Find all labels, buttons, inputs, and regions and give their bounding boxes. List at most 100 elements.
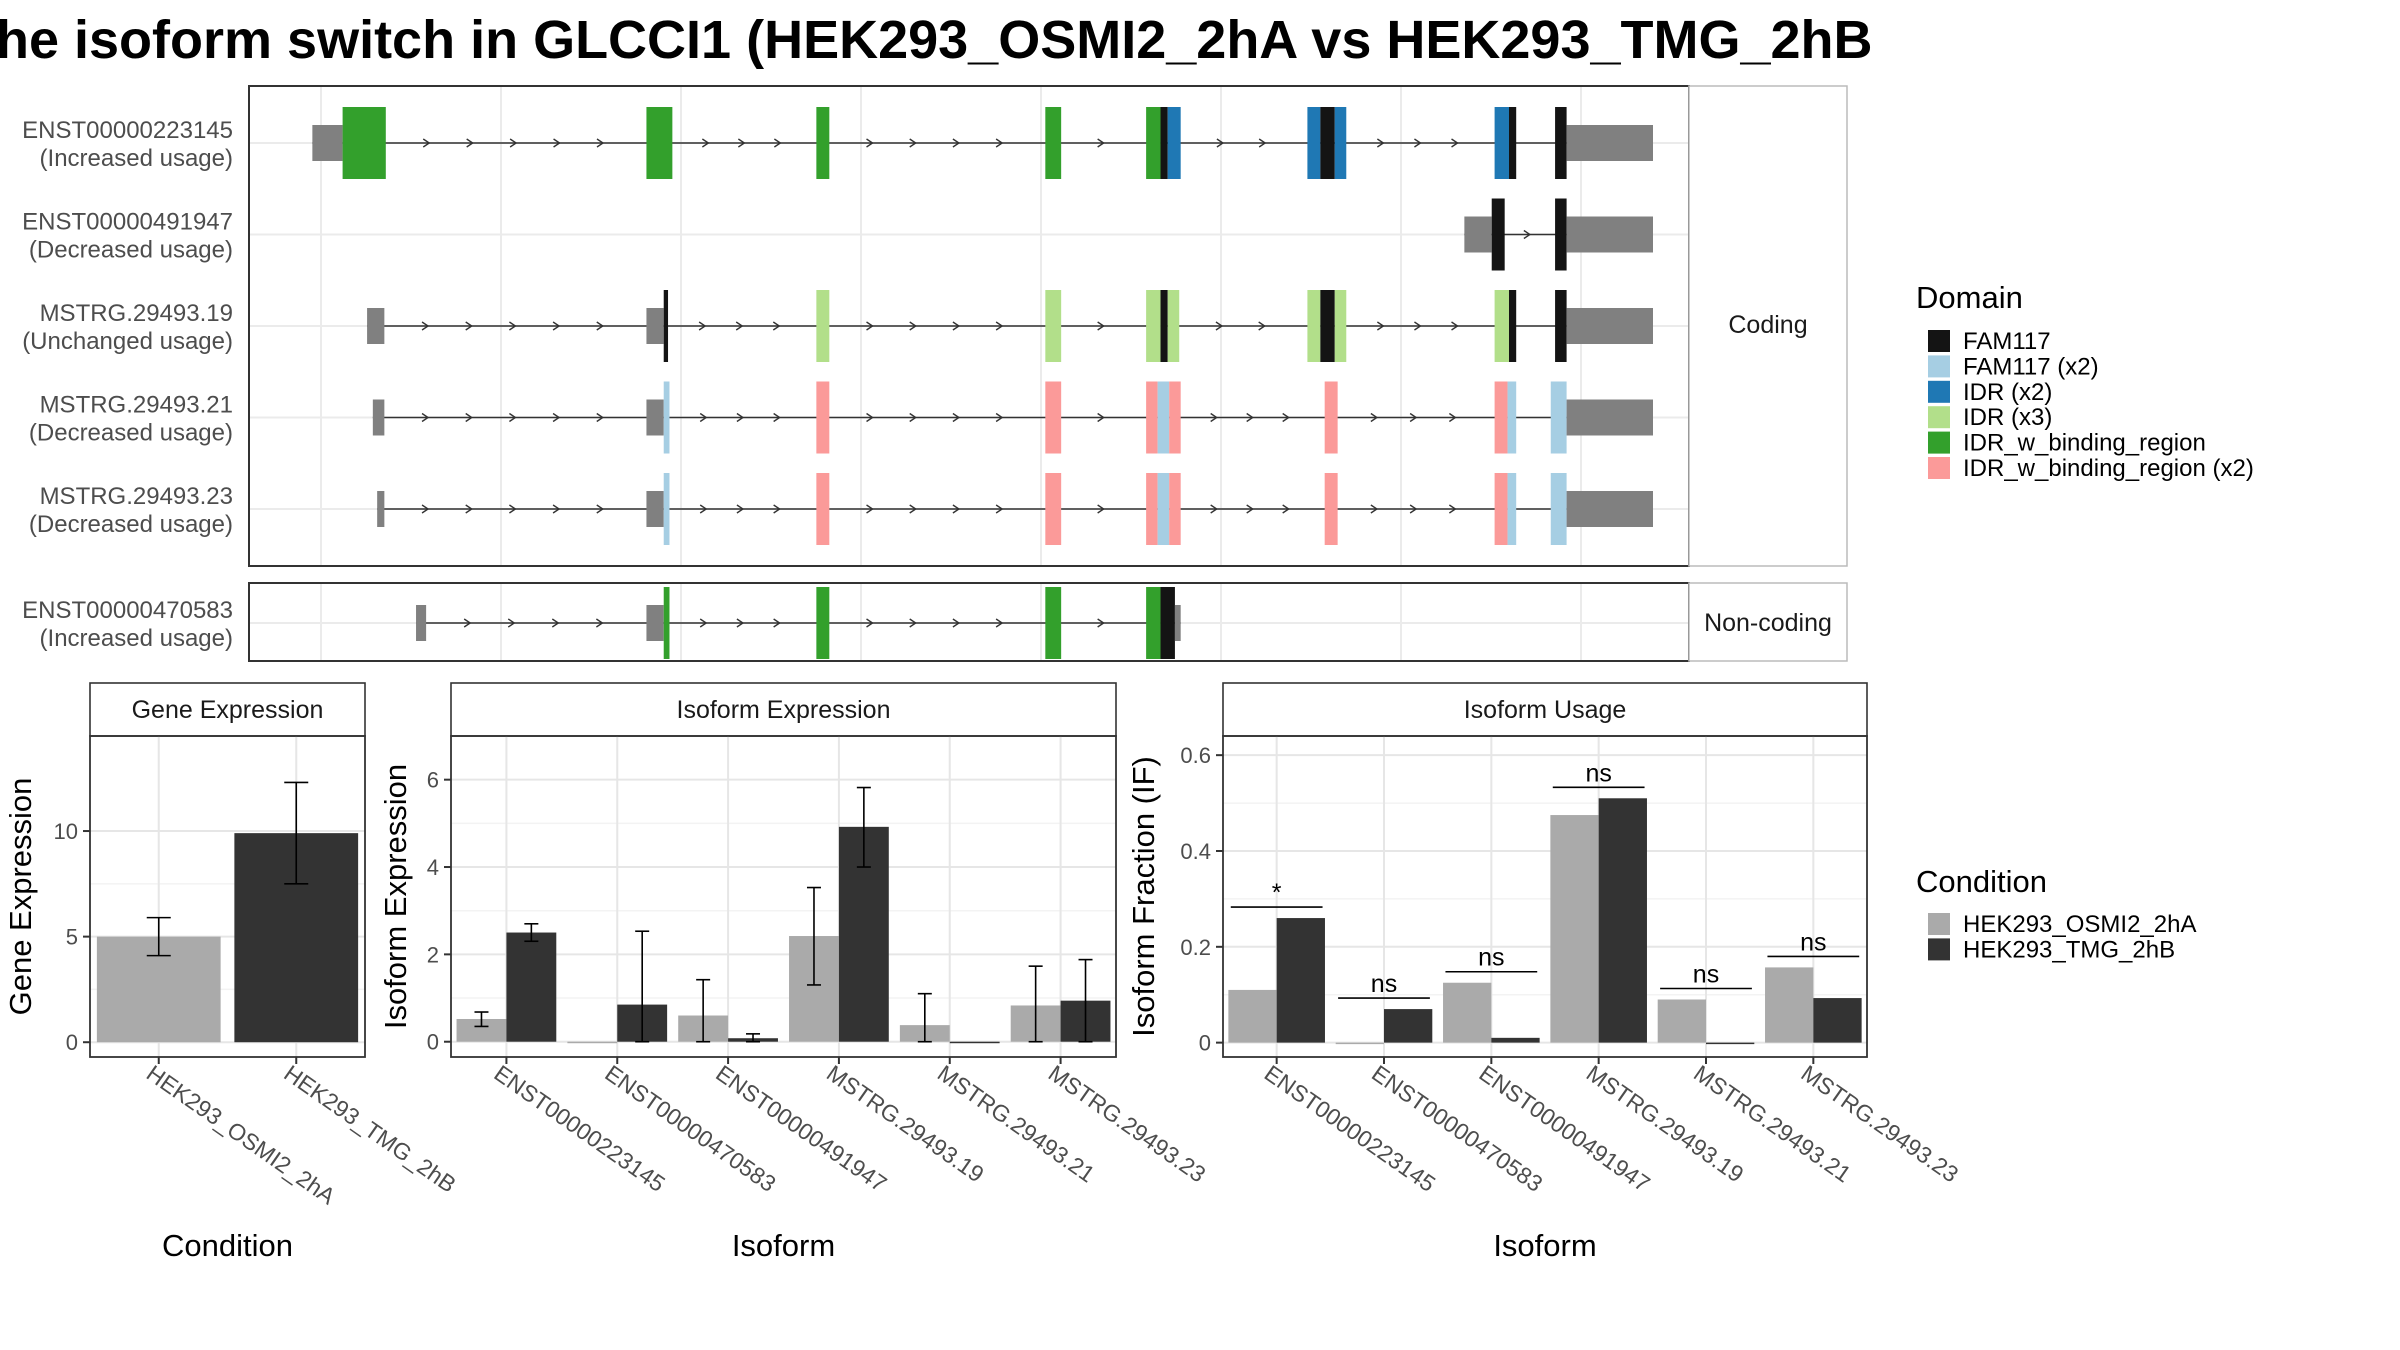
domain-block xyxy=(1045,587,1062,659)
strand-arrow xyxy=(995,504,1004,514)
strand-arrow xyxy=(1246,504,1254,514)
domain-legend-title: Domain xyxy=(1916,280,2023,315)
domain-block xyxy=(1491,198,1505,271)
domain-block xyxy=(663,290,669,362)
strand-arrow xyxy=(552,321,561,331)
domain-block xyxy=(1555,107,1567,179)
utr-block xyxy=(1566,125,1653,161)
utr-block xyxy=(646,491,664,527)
bar xyxy=(1657,999,1706,1043)
strand-arrow xyxy=(551,618,560,628)
strand-arrow xyxy=(1409,412,1418,423)
domain-block xyxy=(1045,107,1062,179)
domain-block xyxy=(1507,473,1517,545)
strand-arrow xyxy=(866,618,874,628)
isoform-row: MSTRG.29493.21(Decreased usage) xyxy=(29,381,1689,454)
strand-arrow xyxy=(509,504,517,514)
strand-arrow xyxy=(698,321,707,331)
strand-arrow xyxy=(952,138,961,148)
strand-arrow xyxy=(507,618,516,628)
domain-block xyxy=(1555,290,1567,362)
figure-title: he isoform switch in GLCCI1 (HEK293_OSMI… xyxy=(0,10,1873,70)
domain-block xyxy=(1146,473,1158,545)
domain-block xyxy=(1045,381,1062,454)
x-axis-title: Condition xyxy=(162,1228,293,1263)
domain-block xyxy=(1334,290,1347,362)
legend-swatch xyxy=(1928,938,1950,961)
bar xyxy=(456,1019,507,1042)
panel-strip xyxy=(450,682,1117,737)
utr-block xyxy=(1464,216,1492,253)
domain-block xyxy=(1146,290,1161,362)
domain-block xyxy=(1169,473,1181,545)
legend-swatch xyxy=(1928,380,1950,403)
strand-arrow xyxy=(1215,321,1224,331)
isoform-usage-label: (Increased usage) xyxy=(40,625,233,652)
strand-arrow xyxy=(1210,412,1218,423)
strand-arrow xyxy=(699,504,708,514)
isoform-label: MSTRG.29493.21 xyxy=(40,392,233,419)
isoform-usage-label: (Decreased usage) xyxy=(29,511,233,538)
y-tick-label: 0 xyxy=(66,1030,78,1055)
x-axis-title: Isoform xyxy=(732,1228,835,1263)
strand-arrow xyxy=(1258,321,1266,331)
bar xyxy=(1550,815,1599,1043)
domain-block xyxy=(1307,290,1321,362)
strand-arrow xyxy=(995,618,1004,628)
strand-arrow xyxy=(737,138,746,148)
significance-label: ns xyxy=(1585,759,1611,787)
panel-strip-label: Isoform Expression xyxy=(677,696,891,724)
legend-label: IDR (x3) xyxy=(1963,404,2052,431)
domain-block xyxy=(1146,381,1158,454)
strand-arrow xyxy=(1210,504,1218,514)
noncoding-strip xyxy=(1688,582,1848,662)
isoform-label: MSTRG.29493.23 xyxy=(40,483,233,510)
domain-block xyxy=(1307,107,1321,179)
domain-block xyxy=(646,107,673,179)
strand-arrow xyxy=(466,138,474,148)
strand-arrow xyxy=(465,412,473,423)
isoform-usage-panel: Isoform Usage 0 0.2 0.4 0.6 ENST00000223145EN… xyxy=(1126,682,1963,1263)
utr-block xyxy=(312,125,343,161)
utr-block xyxy=(1566,399,1653,436)
strand-arrow xyxy=(1282,412,1290,423)
bar xyxy=(1491,1037,1540,1043)
strand-arrow xyxy=(1282,504,1290,514)
bar xyxy=(1276,918,1325,1043)
legend-label: IDR_w_binding_region (x2) xyxy=(1963,455,2254,482)
bar xyxy=(1813,998,1862,1043)
panel-border xyxy=(1222,735,1868,1058)
strand-arrow xyxy=(866,504,874,514)
strand-arrow xyxy=(952,321,961,331)
x-tick-label: ENST00000491947 xyxy=(1474,1060,1654,1197)
isoform-row: ENST00000223145(Increased usage) xyxy=(22,107,1689,179)
strand-arrow xyxy=(509,138,518,148)
legend-label: HEK293_OSMI2_2hA xyxy=(1963,911,2196,938)
domain-block xyxy=(1550,381,1567,454)
strand-arrow xyxy=(1451,321,1459,331)
domain-block xyxy=(816,381,830,454)
strand-arrow xyxy=(773,618,781,628)
y-tick-label: 0 xyxy=(427,1030,439,1055)
strand-arrow xyxy=(909,412,917,423)
strand-arrow xyxy=(1409,504,1418,514)
legend-swatch xyxy=(1928,913,1950,935)
utr-block xyxy=(1174,605,1181,641)
legend-swatch xyxy=(1928,406,1950,429)
bar xyxy=(1384,1009,1433,1043)
legend-label: IDR (x2) xyxy=(1963,379,2052,406)
domain-block xyxy=(816,587,830,659)
y-tick-label: 5 xyxy=(66,925,78,950)
strand-arrow xyxy=(1523,229,1532,240)
strand-arrow xyxy=(1414,321,1422,331)
domain-block xyxy=(1550,473,1567,545)
strand-arrow xyxy=(553,138,561,148)
strand-arrow xyxy=(736,412,745,423)
panel-strip xyxy=(89,682,366,737)
isoform-row: MSTRG.29493.19(Unchanged usage) xyxy=(22,290,1689,362)
domain-block xyxy=(1494,473,1508,545)
structure-gridlines xyxy=(320,86,1582,661)
utr-block xyxy=(1566,491,1653,527)
